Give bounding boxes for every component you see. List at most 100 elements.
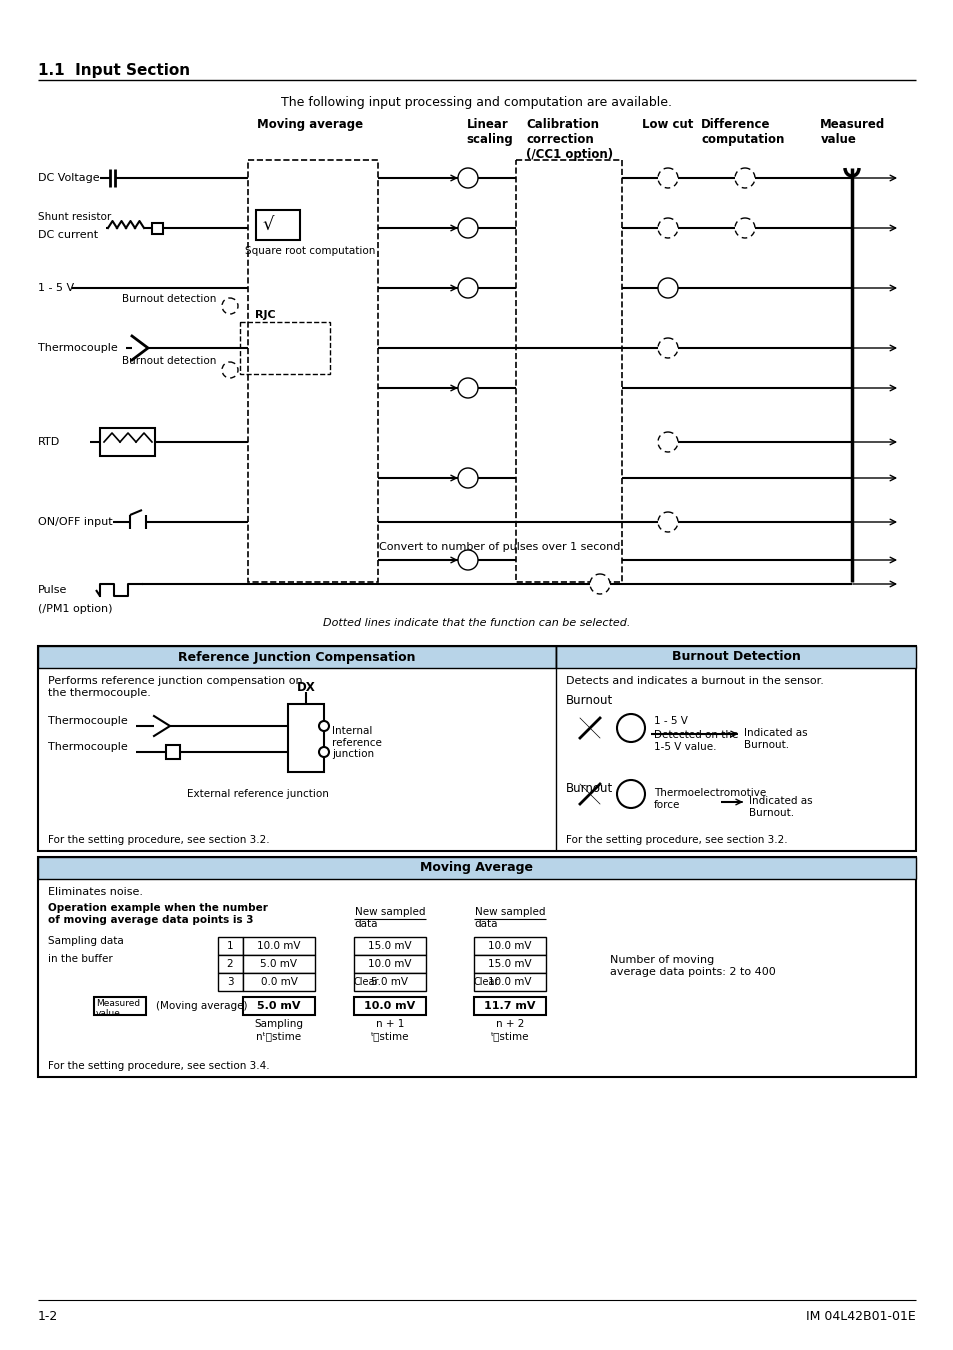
Text: New sampled
data: New sampled data (355, 907, 425, 929)
Text: Reference Junction Compensation: Reference Junction Compensation (178, 651, 416, 663)
Circle shape (457, 468, 477, 487)
Text: Burnout: Burnout (565, 782, 613, 795)
Circle shape (457, 549, 477, 570)
Text: (/PM1 option): (/PM1 option) (38, 603, 112, 614)
Text: IM 04L42B01-01E: IM 04L42B01-01E (805, 1310, 915, 1323)
Bar (354, 954, 426, 973)
Text: 1.1  Input Section: 1.1 Input Section (38, 63, 190, 78)
Circle shape (457, 278, 477, 298)
Text: 10.0 mV: 10.0 mV (488, 941, 531, 950)
Text: For the setting procedure, see section 3.2.: For the setting procedure, see section 3… (48, 836, 270, 845)
Bar (94, 998, 146, 1015)
Text: 2: 2 (227, 958, 233, 969)
Text: Burnout detection: Burnout detection (122, 356, 216, 366)
Text: Indicated as
Burnout.: Indicated as Burnout. (743, 728, 807, 749)
Text: 5.0 mV: 5.0 mV (257, 1000, 300, 1011)
Text: Dotted lines indicate that the function can be selected.: Dotted lines indicate that the function … (323, 618, 630, 628)
Text: Difference
computation: Difference computation (700, 117, 784, 146)
Bar (474, 998, 545, 1015)
Text: (Moving average): (Moving average) (156, 1000, 247, 1011)
Text: Thermocouple: Thermocouple (48, 716, 128, 726)
Bar (100, 428, 154, 456)
Text: 10.0 mV: 10.0 mV (257, 941, 300, 950)
Circle shape (658, 432, 678, 452)
Text: Measured
value: Measured value (820, 117, 884, 146)
Bar (240, 323, 330, 374)
Circle shape (589, 574, 609, 594)
Text: Linear
scaling: Linear scaling (466, 117, 513, 146)
Bar (218, 937, 243, 954)
Text: 10.0 mV: 10.0 mV (364, 1000, 416, 1011)
Text: 15.0 mV: 15.0 mV (368, 941, 412, 950)
Text: For the setting procedure, see section 3.4.: For the setting procedure, see section 3… (48, 1061, 270, 1071)
Text: Eliminates noise.: Eliminates noise. (48, 887, 143, 896)
Circle shape (318, 721, 329, 730)
Bar (38, 647, 556, 668)
Bar (38, 647, 915, 850)
Text: Clear: Clear (354, 977, 379, 987)
Text: Shunt resistor: Shunt resistor (38, 212, 112, 221)
Text: Convert to number of pulses over 1 second: Convert to number of pulses over 1 secon… (379, 541, 620, 552)
Text: n + 1: n + 1 (375, 1019, 404, 1029)
Bar (166, 745, 180, 759)
Bar (474, 954, 545, 973)
Text: Square root computation: Square root computation (245, 246, 375, 256)
Text: ᵗ˾stime: ᵗ˾stime (371, 1031, 409, 1041)
Bar (38, 857, 915, 1077)
Circle shape (734, 217, 754, 238)
Text: Performs reference junction compensation on
the thermocouple.: Performs reference junction compensation… (48, 676, 302, 698)
Bar (255, 211, 299, 240)
Text: RTD: RTD (38, 437, 60, 447)
Bar (474, 973, 545, 991)
Text: Moving Average: Moving Average (420, 861, 533, 875)
Circle shape (658, 278, 678, 298)
Text: The following input processing and computation are available.: The following input processing and compu… (281, 96, 672, 109)
Text: Moving average: Moving average (256, 117, 363, 131)
Bar (243, 937, 314, 954)
Bar (243, 954, 314, 973)
Text: 10.0 mV: 10.0 mV (368, 958, 412, 969)
Text: 5.0 mV: 5.0 mV (371, 977, 408, 987)
Bar (288, 703, 324, 772)
Text: DC current: DC current (38, 230, 98, 240)
Text: 15.0 mV: 15.0 mV (488, 958, 531, 969)
Text: 1 - 5 V: 1 - 5 V (654, 716, 687, 726)
Text: Internal
reference
junction: Internal reference junction (332, 726, 381, 759)
Text: 3: 3 (227, 977, 233, 987)
Text: 1: 1 (227, 941, 233, 950)
Text: nᵗ˾stime: nᵗ˾stime (256, 1031, 301, 1041)
Text: Pulse: Pulse (38, 585, 68, 595)
Text: 10.0 mV: 10.0 mV (488, 977, 531, 987)
Text: DC Voltage: DC Voltage (38, 173, 99, 184)
Text: ᵗ˾stime: ᵗ˾stime (490, 1031, 529, 1041)
Text: RJC: RJC (254, 310, 275, 320)
Text: ON/OFF input: ON/OFF input (38, 517, 112, 526)
Text: Thermoelectromotive
force: Thermoelectromotive force (654, 788, 765, 810)
Text: Burnout Detection: Burnout Detection (671, 651, 800, 663)
Bar (248, 161, 377, 582)
Bar (354, 973, 426, 991)
Bar (556, 647, 915, 668)
Text: Low cut: Low cut (641, 117, 693, 131)
Text: New sampled
data: New sampled data (475, 907, 545, 929)
Text: Calibration
correction
(/CC1 option): Calibration correction (/CC1 option) (526, 117, 613, 161)
Bar (516, 161, 621, 582)
Circle shape (617, 780, 644, 809)
Text: Burnout detection: Burnout detection (122, 294, 216, 304)
Text: Measured
value: Measured value (96, 999, 140, 1018)
Bar (243, 973, 314, 991)
Text: Sampling data: Sampling data (48, 936, 124, 946)
Bar (152, 223, 163, 234)
Bar (243, 998, 314, 1015)
Text: Sampling: Sampling (254, 1019, 303, 1029)
Text: External reference junction: External reference junction (187, 788, 329, 799)
Circle shape (457, 217, 477, 238)
Text: 0.0 mV: 0.0 mV (260, 977, 297, 987)
Text: 1 - 5 V: 1 - 5 V (38, 284, 74, 293)
Bar (218, 973, 243, 991)
Text: DX: DX (296, 680, 315, 694)
Circle shape (318, 747, 329, 757)
Text: Burnout: Burnout (565, 694, 613, 707)
Circle shape (658, 217, 678, 238)
Circle shape (658, 512, 678, 532)
